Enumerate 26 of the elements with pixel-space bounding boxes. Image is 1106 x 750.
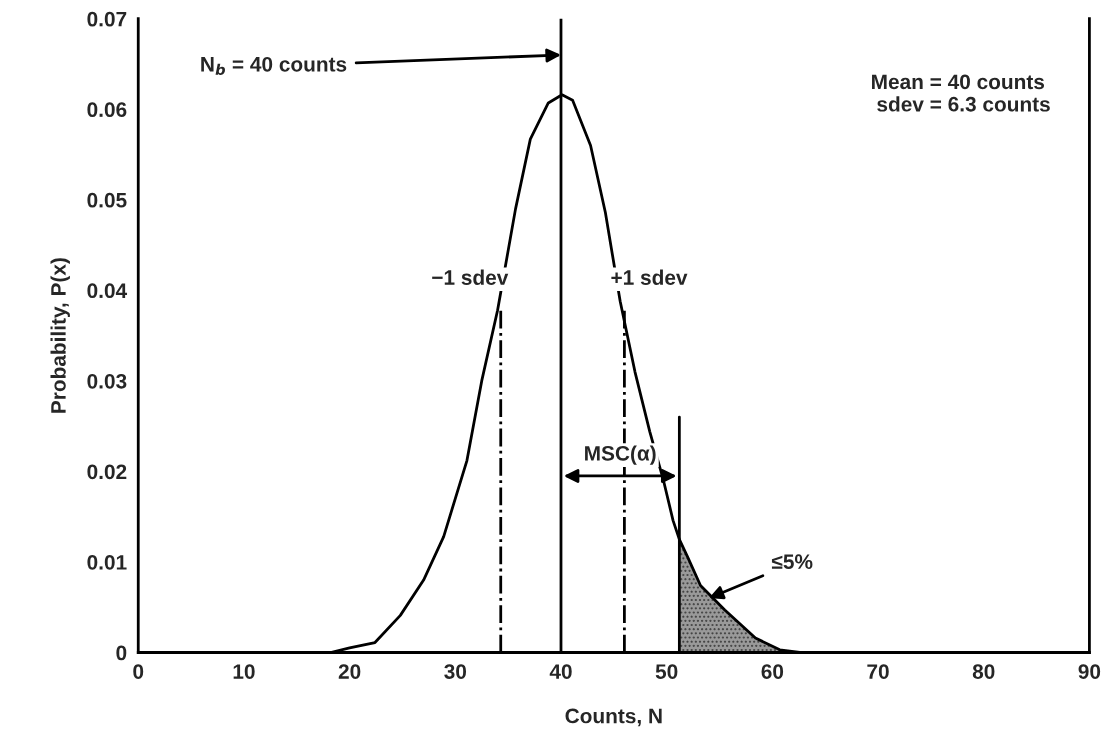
x-tick-label: 30 — [444, 664, 467, 679]
y-tick-label: 0.06 — [87, 102, 127, 118]
x-tick-label: 0 — [133, 664, 144, 679]
annotation: N$_{b}$ = 40 counts — [201, 56, 347, 76]
x-tick-label: 50 — [655, 664, 678, 679]
y-tick-label: 0.05 — [87, 192, 127, 208]
x-tick-label: 40 — [549, 664, 572, 679]
y-tick-label: 0 — [116, 645, 127, 661]
x-tick-label: 60 — [761, 664, 784, 679]
annotation: MSC(α) — [585, 445, 656, 465]
x-axis-title: Counts, N — [565, 708, 662, 727]
y-tick-label: 0.03 — [87, 373, 127, 389]
annotation: +1 sdev — [611, 269, 688, 285]
y-tick-label: 0.01 — [87, 554, 127, 570]
y-tick-label: 0.04 — [87, 283, 128, 299]
y-tick-label: 0.07 — [87, 11, 127, 27]
annotation: −1 sdev — [432, 269, 509, 285]
x-tick-label: 90 — [1078, 664, 1101, 679]
y-tick-label: 0.02 — [87, 464, 127, 480]
x-tick-label: 20 — [338, 664, 361, 679]
annotation: ≤5% — [771, 554, 813, 570]
x-tick-label: 10 — [233, 664, 255, 679]
x-tick-label: 80 — [972, 664, 995, 679]
y-axis-title: Probability, P(x) — [50, 258, 70, 413]
x-tick-label: 70 — [867, 664, 889, 679]
annotation: Mean = 40 counts sdev = 6.3 counts — [872, 74, 1050, 112]
